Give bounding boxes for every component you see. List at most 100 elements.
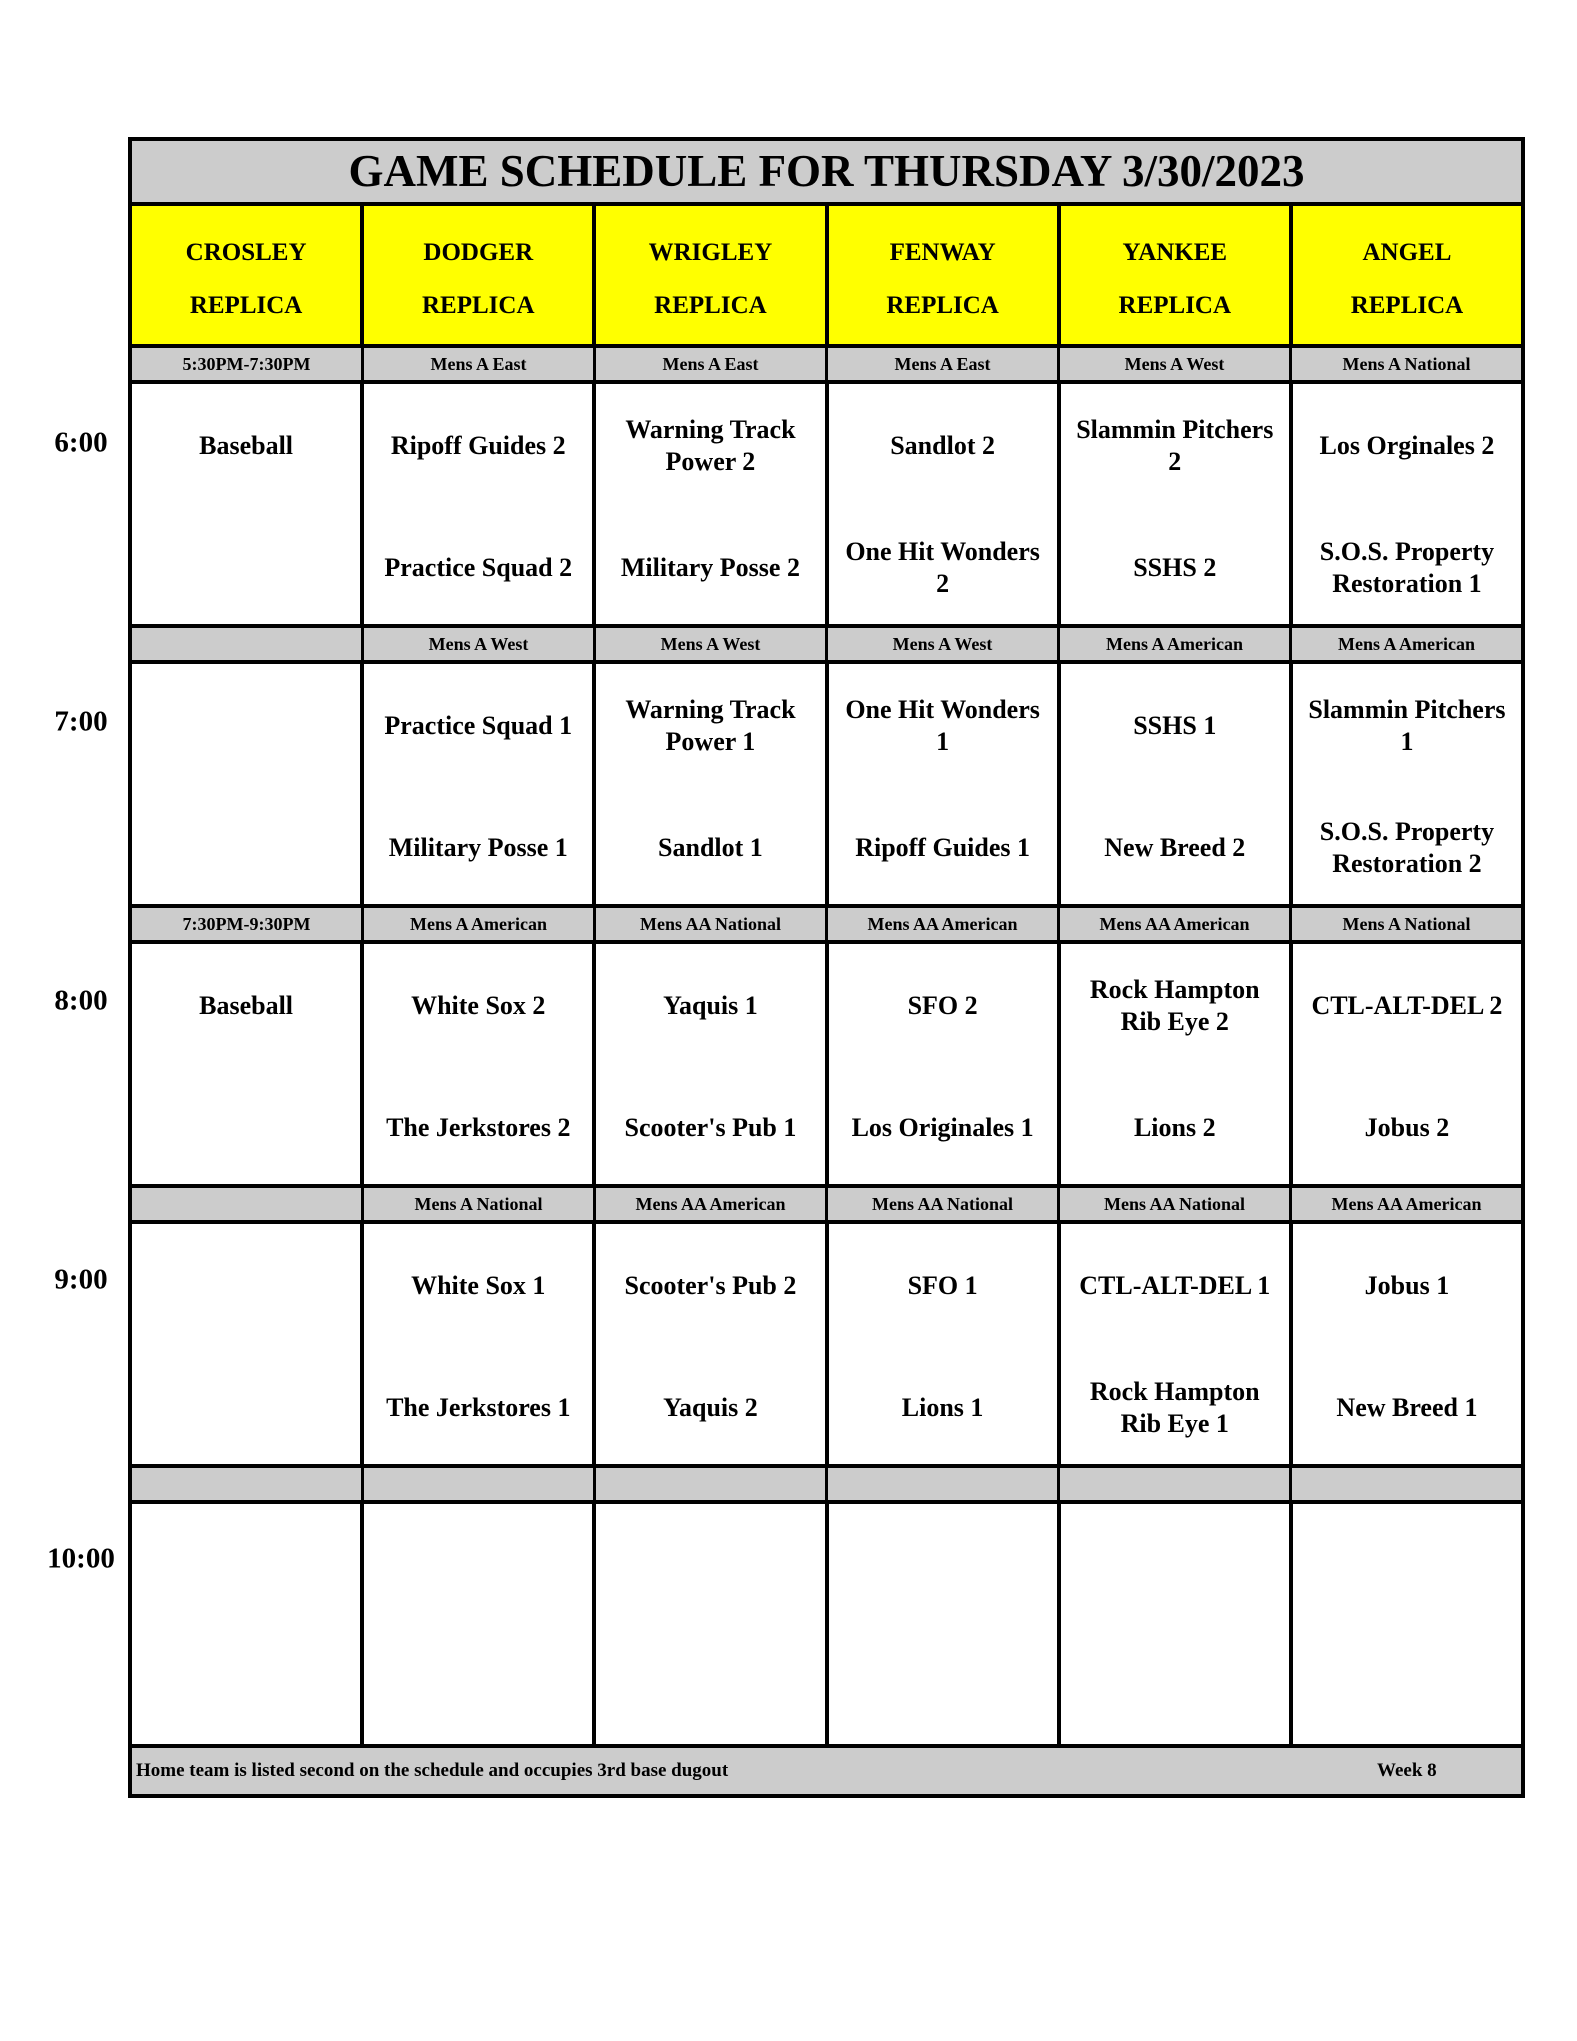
home-team: Ripoff Guides 1 bbox=[855, 833, 1030, 862]
field-type: REPLICA bbox=[654, 292, 767, 319]
game-row: Baseball Ripoff Guides 2 Practice Squad 2 W… bbox=[132, 384, 1521, 628]
game-cell: Slammin Pitchers 1 S.O.S. Property Restor… bbox=[1293, 664, 1521, 904]
game-row bbox=[132, 1504, 1521, 1748]
division-label: Mens AA National bbox=[828, 1188, 1060, 1220]
time-label: 9:00 bbox=[54, 1263, 108, 1296]
away-team: Jobus 1 bbox=[1364, 1271, 1450, 1300]
field-type: REPLICA bbox=[422, 292, 535, 319]
field-name: FENWAY bbox=[889, 239, 996, 266]
game-cell bbox=[829, 1504, 1061, 1744]
game-cell: Ripoff Guides 2 Practice Squad 2 bbox=[364, 384, 597, 624]
division-label bbox=[1060, 1468, 1292, 1500]
game-cell: SFO 2 Los Originales 1 bbox=[829, 944, 1061, 1184]
division-label bbox=[132, 1188, 364, 1220]
game-cell: SSHS 1 New Breed 2 bbox=[1061, 664, 1293, 904]
home-team: Jobus 2 bbox=[1364, 1113, 1450, 1142]
division-label bbox=[596, 1468, 828, 1500]
home-team: The Jerkstores 1 bbox=[386, 1393, 571, 1422]
game-cell: Warning Track Power 1 Sandlot 1 bbox=[596, 664, 829, 904]
division-label: Mens A National bbox=[1292, 348, 1521, 380]
home-team: S.O.S. Property Restoration 1 bbox=[1319, 537, 1495, 598]
game-cell: Sandlot 2 One Hit Wonders 2 bbox=[829, 384, 1061, 624]
game-cell: Warning Track Power 2 Military Posse 2 bbox=[596, 384, 829, 624]
home-team: Military Posse 1 bbox=[388, 833, 568, 862]
home-team: New Breed 1 bbox=[1336, 1393, 1478, 1422]
game-cell: Practice Squad 1 Military Posse 1 bbox=[364, 664, 597, 904]
away-team: Baseball bbox=[199, 991, 294, 1020]
division-label bbox=[132, 1468, 364, 1500]
field-header: WRIGLEY REPLICA bbox=[596, 206, 829, 344]
away-team: Baseball bbox=[199, 431, 294, 460]
game-cell bbox=[1293, 1504, 1521, 1744]
home-team: Los Originales 1 bbox=[851, 1113, 1034, 1142]
away-team: CTL-ALT-DEL 1 bbox=[1079, 1271, 1271, 1300]
field-name: DODGER bbox=[423, 239, 534, 266]
division-label: 7:30PM-9:30PM bbox=[132, 908, 364, 940]
game-cell: White Sox 1 The Jerkstores 1 bbox=[364, 1224, 597, 1464]
division-label: Mens AA American bbox=[1292, 1188, 1521, 1220]
division-label: Mens A West bbox=[1060, 348, 1292, 380]
division-label: Mens A West bbox=[596, 628, 828, 660]
game-cell: One Hit Wonders 1 Ripoff Guides 1 bbox=[829, 664, 1061, 904]
game-cell: Baseball bbox=[132, 384, 365, 624]
division-row: Mens A West Mens A West Mens A West Mens A … bbox=[132, 628, 1521, 664]
division-label: Mens A East bbox=[596, 348, 828, 380]
division-label: Mens AA National bbox=[596, 908, 828, 940]
away-team: Slammin Pitchers 1 bbox=[1308, 695, 1506, 756]
schedule-body: 5:30PM-7:30PM Mens A East Mens A East Mens … bbox=[132, 348, 1521, 1748]
game-row: White Sox 1 The Jerkstores 1 Scooter's Pub… bbox=[132, 1224, 1521, 1468]
field-name: YANKEE bbox=[1122, 239, 1228, 266]
away-team: Sandlot 2 bbox=[890, 431, 995, 460]
field-header-row: CROSLEY REPLICA DODGER REPLICA WRIGLEY REPLIC… bbox=[132, 206, 1522, 348]
home-team: Scooter's Pub 1 bbox=[624, 1113, 797, 1142]
division-label: Mens A American bbox=[1292, 628, 1521, 660]
home-team: Military Posse 2 bbox=[620, 553, 800, 582]
game-cell: Rock Hampton Rib Eye 2 Lions 2 bbox=[1061, 944, 1293, 1184]
division-label: 5:30PM-7:30PM bbox=[132, 348, 364, 380]
field-type: REPLICA bbox=[189, 292, 303, 319]
division-label: Mens A East bbox=[828, 348, 1060, 380]
home-team: One Hit Wonders 2 bbox=[845, 537, 1040, 598]
game-cell bbox=[132, 1504, 365, 1744]
schedule-table: GAME SCHEDULE FOR THURSDAY 3/30/2023 CRO… bbox=[128, 137, 1525, 1798]
field-type: REPLICA bbox=[1118, 292, 1232, 319]
field-header: CROSLEY REPLICA bbox=[132, 206, 365, 344]
week-label: Week 8 bbox=[1377, 1760, 1437, 1781]
field-type: REPLICA bbox=[886, 292, 999, 319]
game-cell bbox=[132, 664, 365, 904]
home-team: Lions 1 bbox=[901, 1393, 984, 1422]
home-team-note: Home team is listed second on the schedu… bbox=[136, 1760, 729, 1781]
time-label: 8:00 bbox=[54, 984, 108, 1017]
division-label: Mens A American bbox=[1060, 628, 1292, 660]
home-team: S.O.S. Property Restoration 2 bbox=[1319, 817, 1495, 878]
division-label: Mens AA American bbox=[828, 908, 1060, 940]
game-cell: Los Orginales 2 S.O.S. Property Restorati… bbox=[1293, 384, 1521, 624]
away-team: SSHS 1 bbox=[1133, 711, 1217, 740]
division-label: Mens A American bbox=[364, 908, 596, 940]
field-header: FENWAY REPLICA bbox=[828, 206, 1061, 344]
field-name: ANGEL bbox=[1362, 239, 1452, 266]
division-label: Mens AA National bbox=[1060, 1188, 1292, 1220]
game-row: Baseball White Sox 2 The Jerkstores 2 Yaqui… bbox=[132, 944, 1521, 1188]
game-cell: SFO 1 Lions 1 bbox=[829, 1224, 1061, 1464]
away-team: Warning Track Power 1 bbox=[625, 695, 796, 756]
away-team: Practice Squad 1 bbox=[384, 711, 573, 740]
division-label: Mens A West bbox=[828, 628, 1060, 660]
division-label bbox=[1292, 1468, 1521, 1500]
field-name: WRIGLEY bbox=[648, 239, 773, 266]
home-team: New Breed 2 bbox=[1104, 833, 1246, 862]
home-team: Lions 2 bbox=[1133, 1113, 1216, 1142]
game-cell: CTL-ALT-DEL 1 Rock Hampton Rib Eye 1 bbox=[1061, 1224, 1293, 1464]
home-team: The Jerkstores 2 bbox=[386, 1113, 571, 1142]
away-team: SFO 1 bbox=[907, 1271, 978, 1300]
division-label: Mens A National bbox=[1292, 908, 1521, 940]
away-team: Scooter's Pub 2 bbox=[624, 1271, 797, 1300]
home-team: Yaquis 2 bbox=[663, 1393, 758, 1422]
division-label: Mens A East bbox=[364, 348, 596, 380]
home-team: Practice Squad 2 bbox=[384, 553, 573, 582]
game-cell: Yaquis 1 Scooter's Pub 1 bbox=[596, 944, 829, 1184]
field-header: ANGEL REPLICA bbox=[1292, 206, 1522, 344]
division-label: Mens AA American bbox=[1060, 908, 1292, 940]
away-team: Slammin Pitchers 2 bbox=[1076, 415, 1274, 476]
away-team: SFO 2 bbox=[907, 991, 978, 1020]
